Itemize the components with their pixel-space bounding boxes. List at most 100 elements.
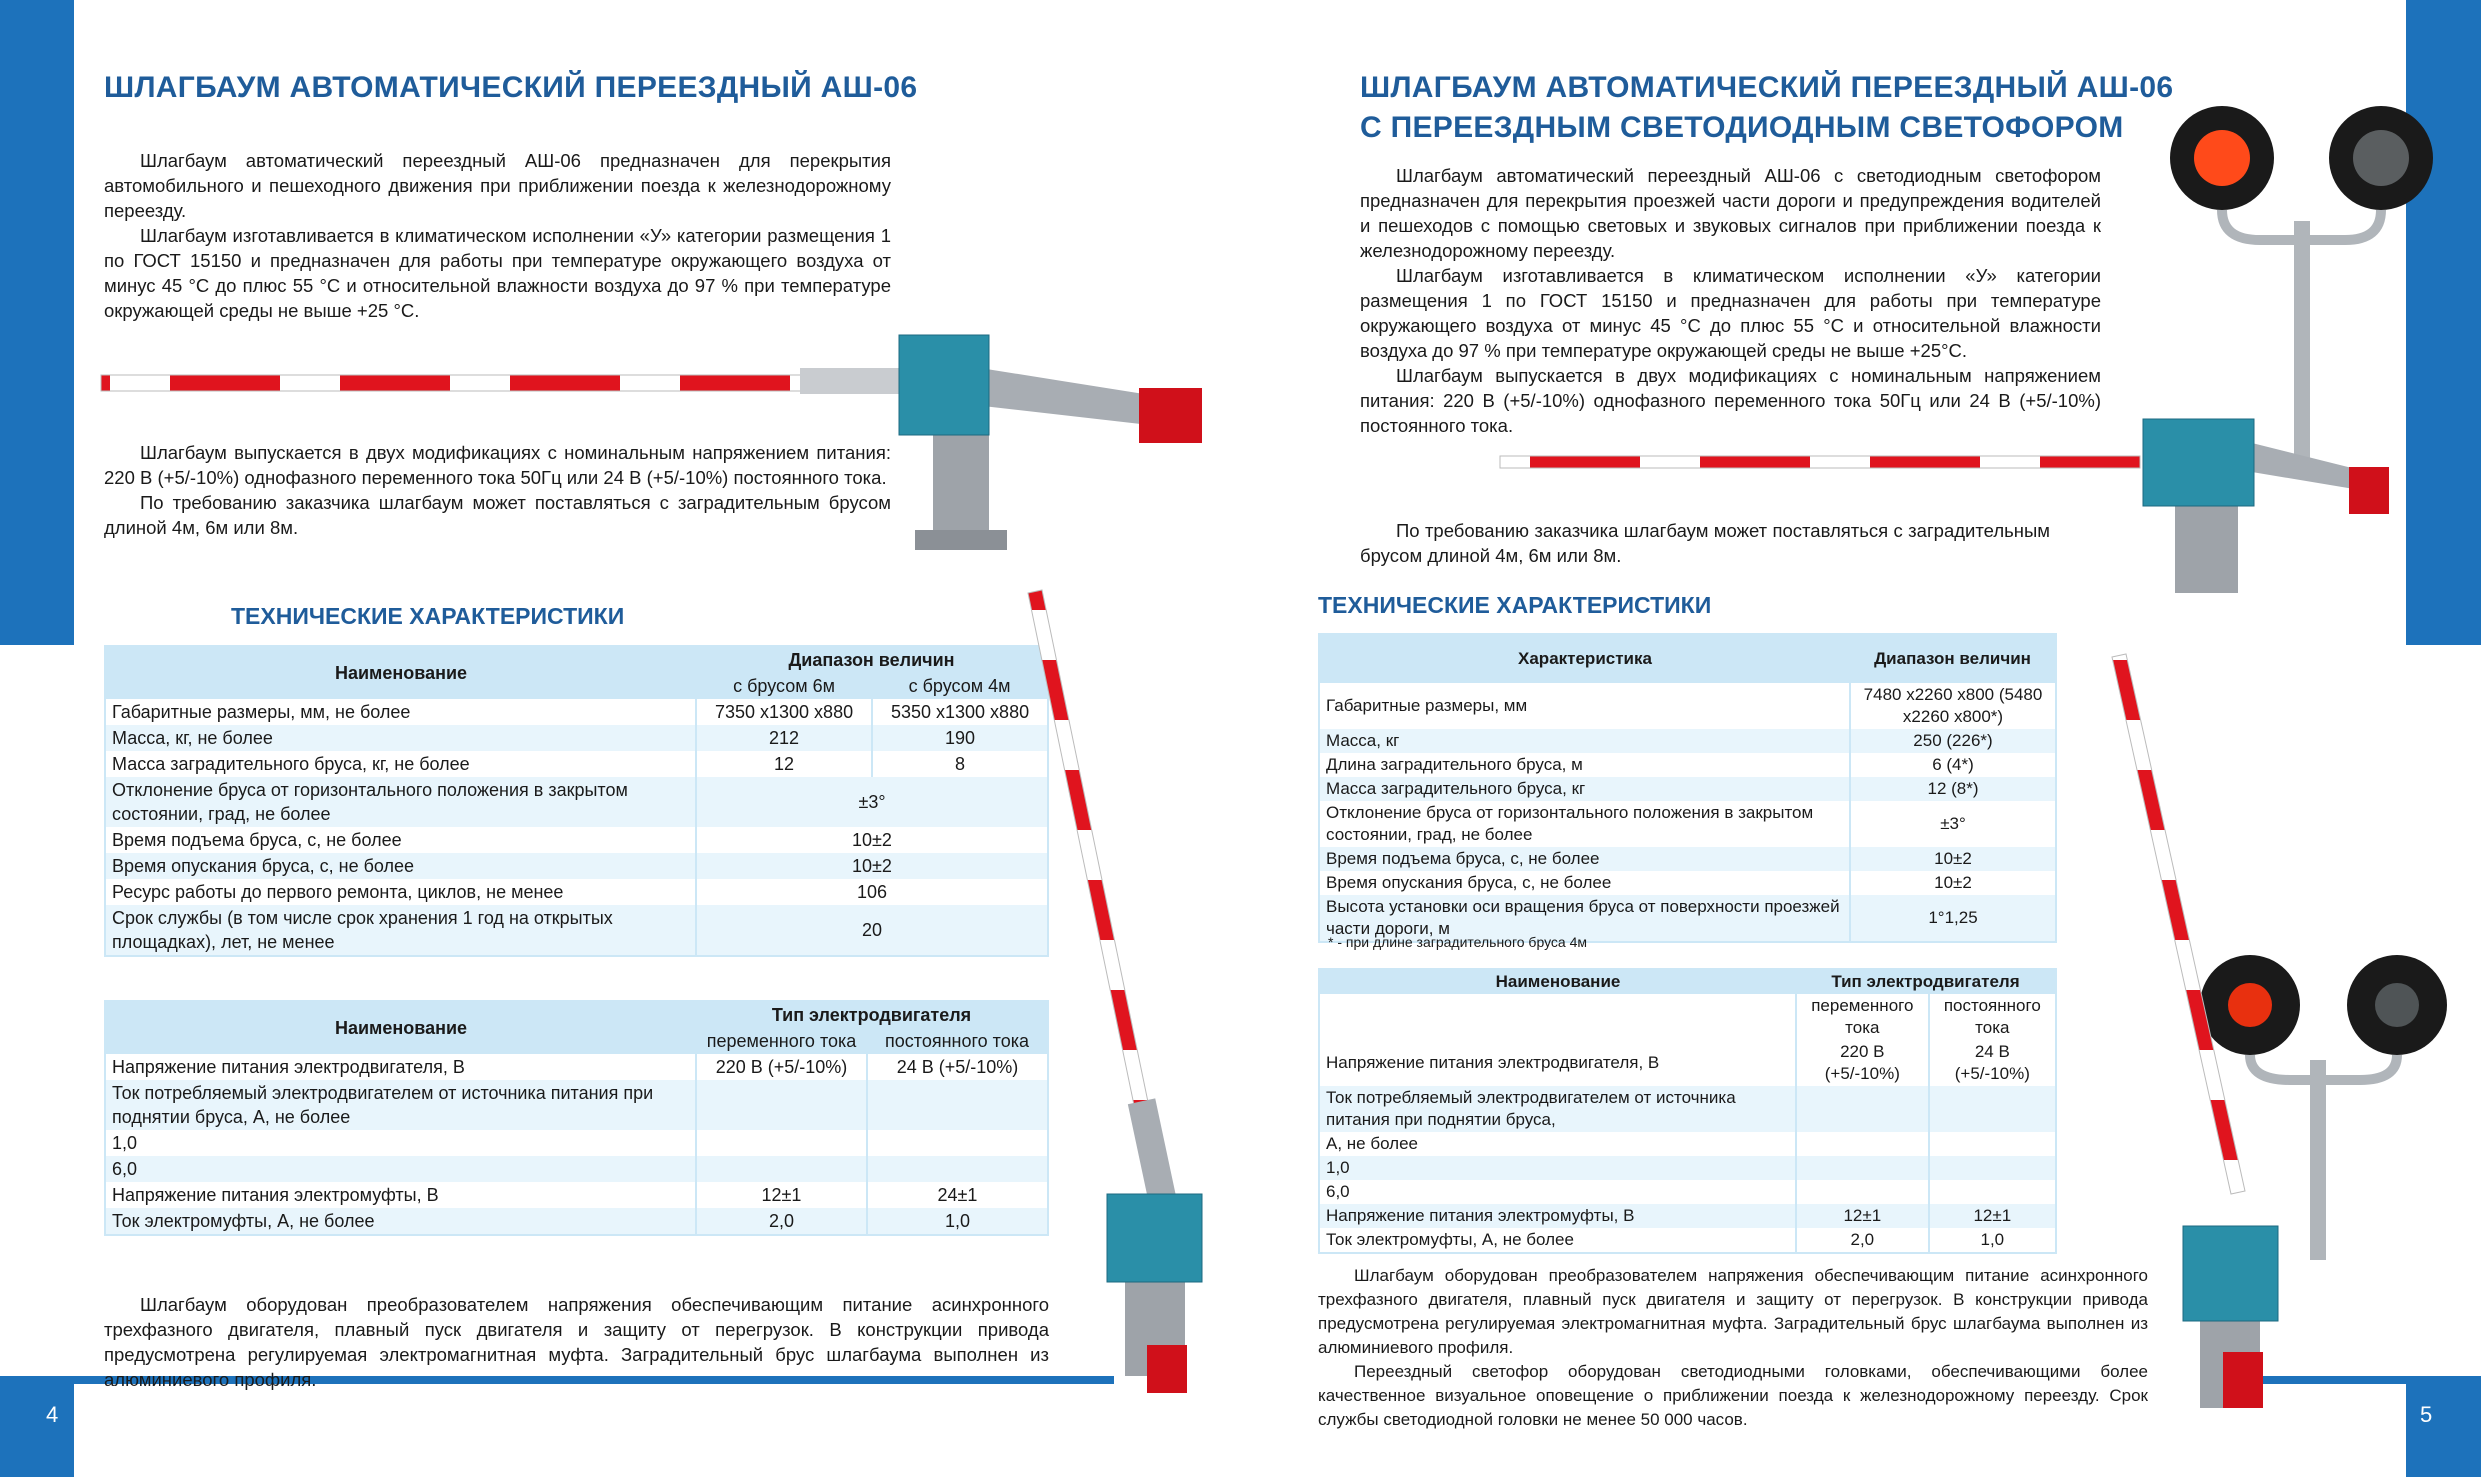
table-row: Напряжение питания электродвигателя, В 22… [1320,1040,2055,1086]
row-value: 5350 x1300 x880 [871,699,1047,725]
paragraph: Переездный светофор оборудован светодиод… [1318,1362,2148,1429]
right-intro: Шлагбаум автоматический переездный АШ-06… [1360,163,2101,438]
table-row: Время подъема бруса, с, не более 10±2 [1320,847,2055,871]
left-outro: Шлагбаум оборудован преобразователем нап… [104,1292,1049,1392]
table-row: Ток потребляемый электродвигателем от ис… [106,1080,1047,1130]
row-value: ±3° [1849,801,2055,847]
row-label: Напряжение питания электромуфты, В [1320,1204,1796,1228]
row-label: Срок службы (в том числе срок хранения 1… [106,905,696,955]
table-row: 1,0 [1320,1156,2055,1180]
row-value [1927,1180,2055,1204]
table-row: Напряжение питания электродвигателя, В 22… [106,1054,1047,1080]
right-mods: По требованию заказчика шлагбаум может п… [1360,518,2050,568]
row-value [1795,1180,1929,1204]
row-value: 24 В (+5/-10%) [1927,1040,2055,1086]
right-tech-heading: ТЕХНИЧЕСКИЕ ХАРАКТЕРИСТИКИ [1318,592,1712,618]
row-value: 1,0 [1927,1228,2055,1252]
col-header-dc: постоянного тока [1927,994,2055,1040]
col-header-characteristic: Характеристика [1320,635,1850,683]
row-label: Ток потребляемый электродвигателем от ис… [1320,1086,1796,1132]
row-label: Напряжение питания электромуфты, В [106,1182,696,1208]
right-edge-band [2406,0,2481,645]
page-number-right: 5 [2420,1402,2433,1427]
row-value: 12 (8*) [1849,777,2055,801]
row-value: 106 [695,879,1047,905]
row-value [1795,1132,1929,1156]
right-title: ШЛАГБАУМ АВТОМАТИЧЕСКИЙ ПЕРЕЕЗДНЫЙ АШ-06… [1360,68,2173,148]
table-row: Масса заградительного бруса, кг, не боле… [106,751,1047,777]
col-header-name: Наименование [1320,970,1796,994]
row-value: 1°1,25 [1849,895,2055,941]
table-row: Ресурс работы до первого ремонта, циклов… [106,879,1047,905]
table-row: Время подъема бруса, с, не более 10±2 [106,827,1047,853]
table-row: Высота установки оси вращения бруса от п… [1320,895,2055,941]
row-label: Время подъема бруса, с, не более [1320,847,1850,871]
col-header-dc: постоянного тока [867,1028,1047,1054]
row-value [695,1130,867,1156]
left-specs-table: Наименование Диапазон величин с брусом 6м… [104,645,1049,957]
row-value: 220 В (+5/-10%) [695,1054,867,1080]
row-value: 10±2 [1849,871,2055,895]
row-value [866,1080,1047,1130]
col-header-ac: переменного тока [696,1028,867,1054]
footnote: * - при длине заградительного бруса 4м [1328,934,1588,950]
paragraph: Шлагбаум оборудован преобразователем нап… [104,1294,1049,1390]
red-light-icon [2228,983,2272,1027]
table-row: Отклонение бруса от горизонтального поло… [1320,801,2055,847]
row-value: 10±2 [695,853,1047,879]
off-light-icon [2353,130,2409,186]
paragraph: Шлагбаум изготавливается в климатическом… [104,225,891,321]
row-label: Напряжение питания электродвигателя, В [1320,1040,1796,1086]
table-row: Масса, кг, не более 212 190 [106,725,1047,751]
left-title: ШЛАГБАУМ АВТОМАТИЧЕСКИЙ ПЕРЕЕЗДНЫЙ АШ-06 [104,71,918,104]
paragraph: Шлагбаум выпускается в двух модификациях… [104,442,891,488]
right-outro: Шлагбаум оборудован преобразователем нап… [1318,1264,2148,1432]
col-header-name: Наименование [106,647,696,699]
row-label: Ток электромуфты, А, не более [1320,1228,1796,1252]
left-tech-heading: ТЕХНИЧЕСКИЕ ХАРАКТЕРИСТИКИ [231,603,625,629]
table-row: 1,0 [106,1130,1047,1156]
right-title-line1: ШЛАГБАУМ АВТОМАТИЧЕСКИЙ ПЕРЕЕЗДНЫЙ АШ-06 [1360,71,2174,104]
row-value: 20 [695,905,1047,955]
row-value: 2,0 [695,1208,867,1234]
table-row: Габаритные размеры, мм, не более 7350 x13… [106,699,1047,725]
table-row: Ток электромуфты, А, не более 2,0 1,0 [106,1208,1047,1234]
row-label: Ресурс работы до первого ремонта, циклов… [106,879,696,905]
table-row: Габаритные размеры, мм 7480 x2260 x800 (5… [1320,683,2055,729]
col-header-range: Диапазон величин [1850,635,2055,683]
barrier-raised-with-traffic-light-image [2111,653,2447,1408]
table-row: Масса, кг 250 (226*) [1320,729,2055,753]
col-header-6m: с брусом 6м [696,673,873,699]
row-value: 12 [694,751,873,777]
table-row: 6,0 [106,1156,1047,1182]
row-value: 2,0 [1795,1228,1929,1252]
table-row: Напряжение питания электромуфты, В 12±1 12… [1320,1204,2055,1228]
row-value: 8 [871,751,1047,777]
table-row: Ток потребляемый электродвигателем от ис… [1320,1086,2055,1132]
row-label: 1,0 [1320,1156,1796,1180]
paragraph: Шлагбаум изготавливается в климатическом… [1360,265,2101,361]
col-header-range: Диапазон величин [696,647,1047,673]
right-footer-line [2260,1376,2406,1384]
left-edge-band [0,0,74,645]
row-value: 7480 x2260 x800 (5480 x2260 x800*) [1849,683,2055,729]
table-row: 6,0 [1320,1180,2055,1204]
row-label: Высота установки оси вращения бруса от п… [1320,895,1850,941]
row-label: А, не более [1320,1132,1796,1156]
row-value [866,1156,1047,1182]
row-value: 212 [694,725,873,751]
row-value: 1,0 [866,1208,1047,1234]
row-label: Масса, кг [1320,729,1850,753]
row-label: Время опускания бруса, с, не более [1320,871,1850,895]
row-value: 250 (226*) [1849,729,2055,753]
table-row: Напряжение питания электромуфты, В 12±1 24… [106,1182,1047,1208]
row-value: 12±1 [695,1182,867,1208]
row-label: Масса заградительного бруса, кг [1320,777,1850,801]
row-value: 7350 x1300 x880 [694,699,873,725]
paragraph: Шлагбаум автоматический переездный АШ-06… [104,150,891,221]
page-number-left: 4 [46,1402,59,1427]
paragraph: Шлагбаум автоматический переездный АШ-06… [1360,165,2101,261]
table-row: Время опускания бруса, с, не более 10±2 [1320,871,2055,895]
right-footer-band [2406,1376,2481,1477]
